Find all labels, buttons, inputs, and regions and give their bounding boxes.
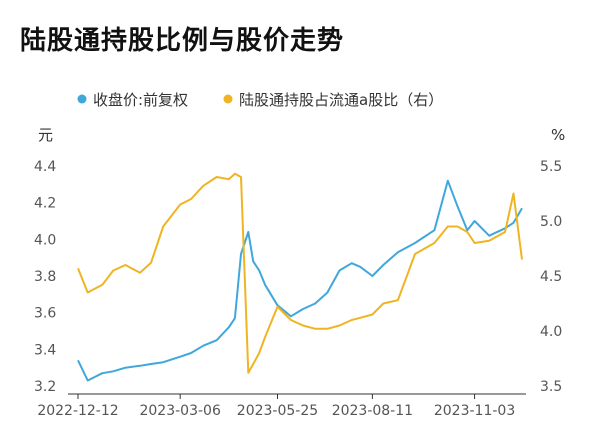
x-tick-2: 2023-03-06 — [139, 403, 220, 419]
right-tick-5: 3.5 — [540, 379, 562, 395]
right-tick-4: 4.0 — [540, 324, 562, 340]
legend-label-1: 收盘价:前复权 — [93, 91, 188, 109]
x-tick-3: 2023-05-25 — [237, 403, 318, 419]
left-tick-5: 3.6 — [34, 306, 56, 322]
chart-title: 陆股通持股比例与股价走势 — [20, 26, 345, 56]
right-tick-1: 5.5 — [540, 159, 562, 175]
legend-marker-1 — [77, 94, 87, 104]
legend-label-2: 陆股通持股占流通a股比（右） — [239, 91, 443, 109]
left-tick-4: 3.8 — [34, 269, 56, 285]
right-tick-3: 4.5 — [540, 269, 562, 285]
right-axis-unit: % — [551, 126, 565, 144]
left-tick-6: 3.4 — [34, 342, 56, 358]
left-tick-7: 3.2 — [34, 379, 56, 395]
x-tick-1: 2022-12-12 — [37, 403, 118, 419]
series-line-1 — [77, 179, 523, 382]
left-tick-2: 4.2 — [34, 196, 56, 212]
series-line-2 — [77, 172, 523, 374]
left-tick-3: 4.0 — [34, 232, 56, 248]
x-tick-4: 2023-08-11 — [332, 403, 413, 419]
legend-marker-2 — [223, 94, 233, 104]
right-tick-2: 5.0 — [540, 214, 562, 230]
left-axis-unit: 元 — [38, 126, 53, 144]
x-tick-5: 2023-11-03 — [434, 403, 515, 419]
left-tick-1: 4.4 — [34, 159, 56, 175]
